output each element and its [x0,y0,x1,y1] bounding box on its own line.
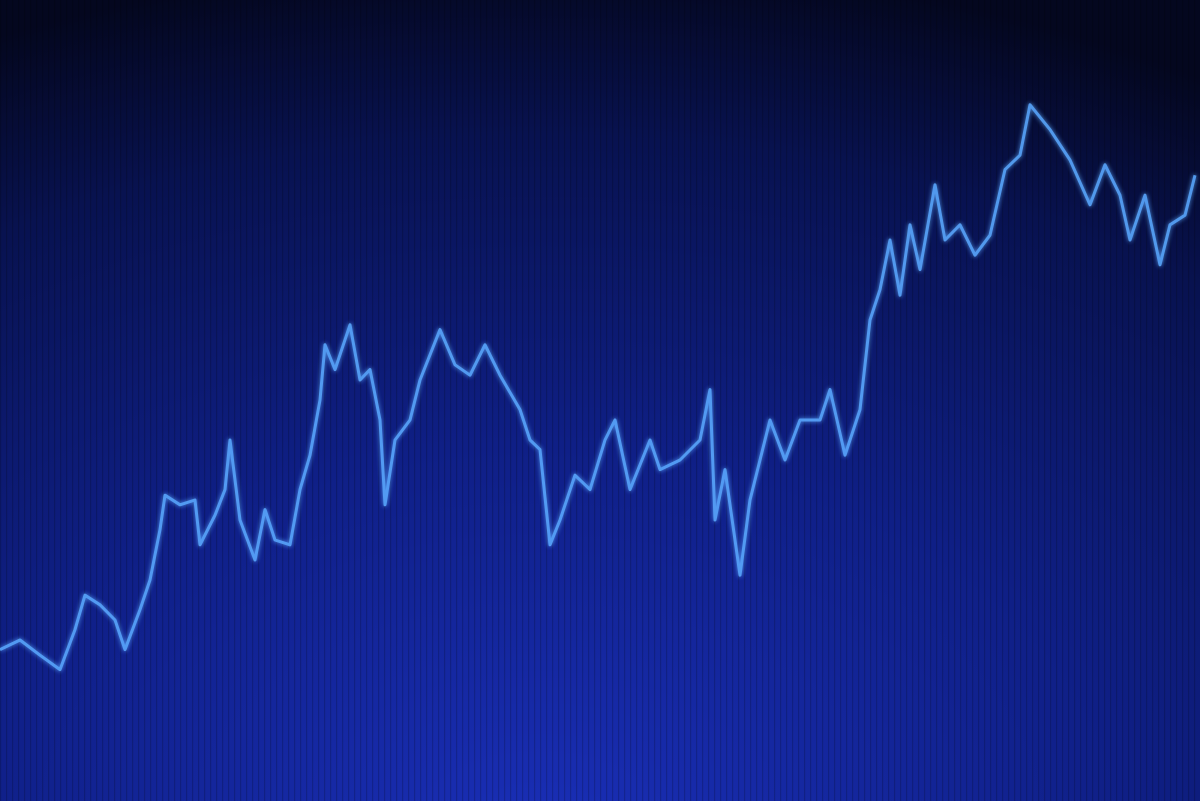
price-line [0,103,1197,672]
